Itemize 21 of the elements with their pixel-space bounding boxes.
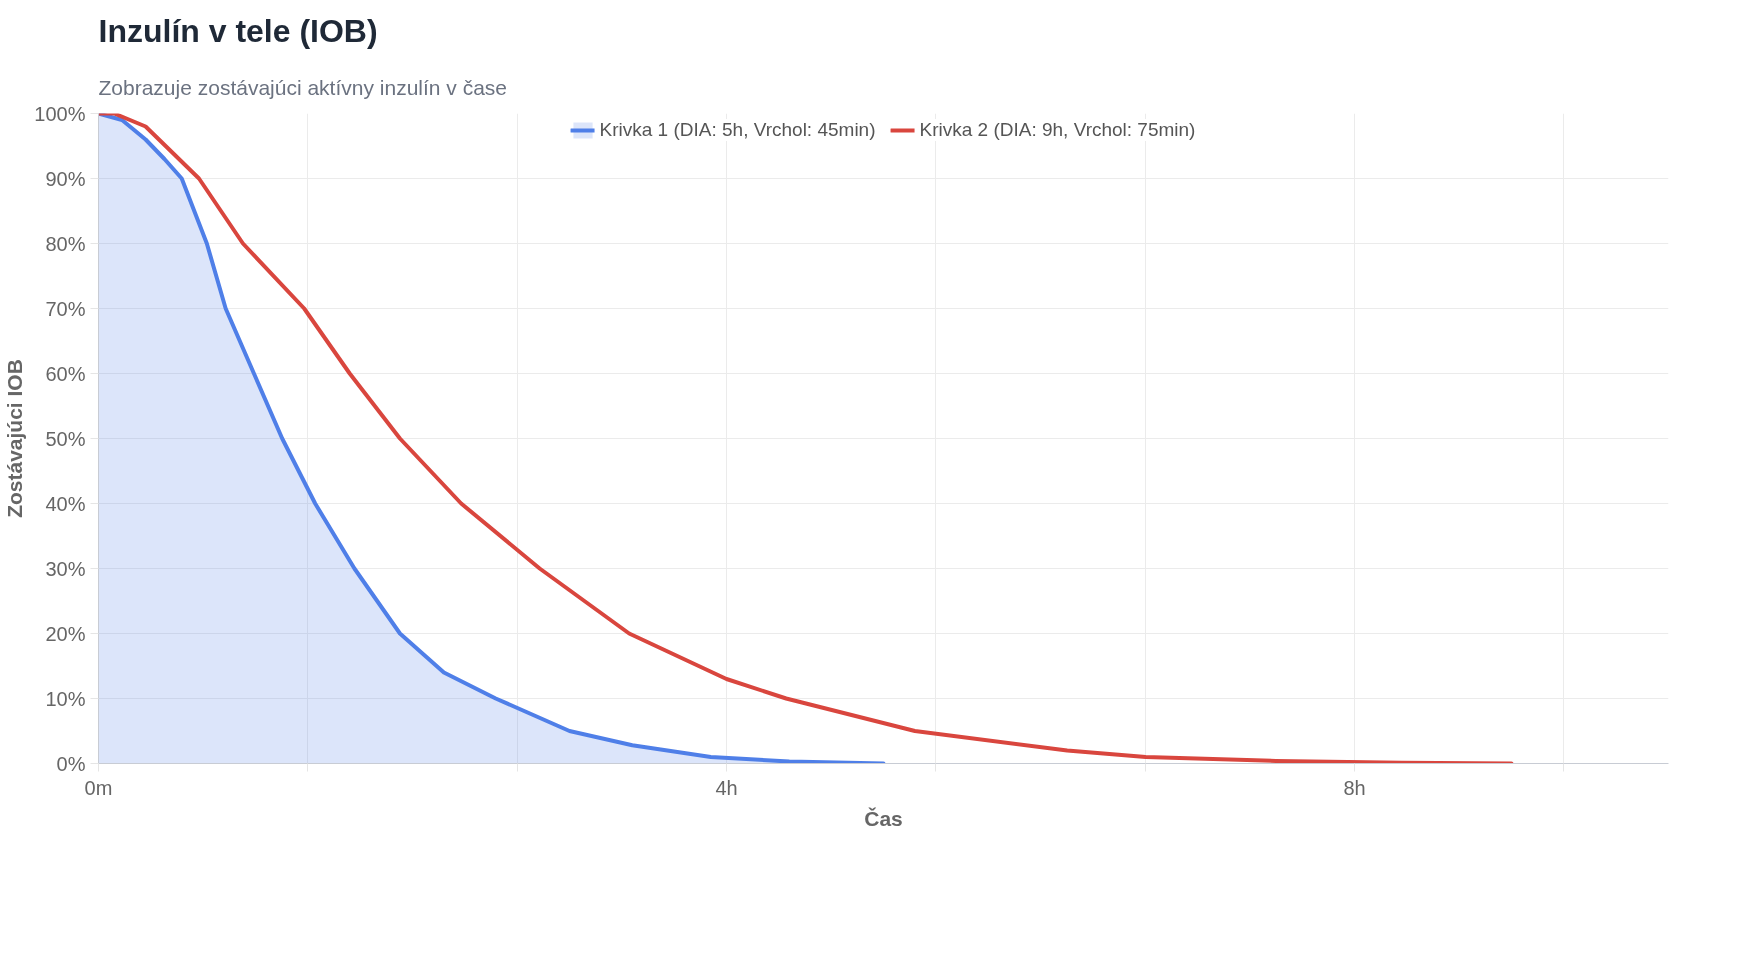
x-tick-label: 8h [1343,776,1366,799]
y-tick-label: 10% [45,687,86,710]
y-tick-label: 90% [45,167,86,190]
chart-title: Inzulín v tele (IOB) [98,12,378,49]
y-axis-title: Zostávajúci IOB [3,359,27,518]
chart-subtitle: Zobrazuje zostávajúci aktívny inzulín v čase [98,75,508,99]
x-tick-label: 0m [84,776,113,799]
legend-label: Krivka 2 (DIA: 9h, Vrchol: 75min) [919,119,1196,141]
y-tick-label: 60% [45,362,86,385]
y-tick-label: 0% [56,752,86,775]
y-tick-label: 50% [45,427,86,450]
x-tick-label: 4h [715,776,738,799]
x-axis-title: Čas [864,806,903,830]
y-tick-label: 30% [45,557,86,580]
y-tick-label: 100% [34,102,86,125]
legend-label: Krivka 1 (DIA: 5h, Vrchol: 45min) [599,119,876,141]
line-series [98,113,1514,764]
y-tick-label: 70% [45,297,86,320]
y-tick-label: 40% [45,492,86,515]
y-tick-label: 20% [45,622,86,645]
y-tick-label: 80% [45,232,86,255]
